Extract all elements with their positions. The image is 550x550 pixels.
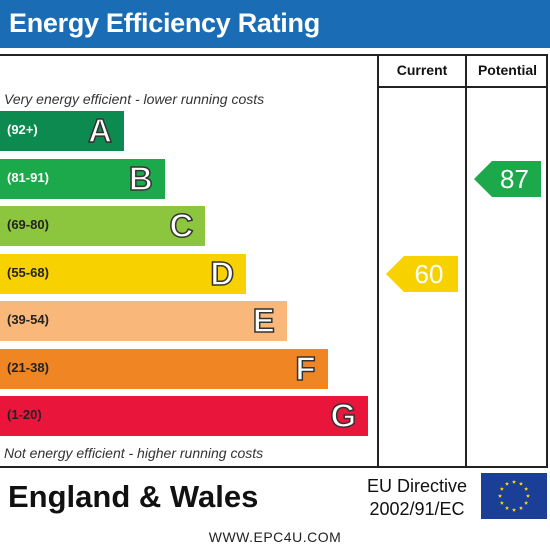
band-range-label: (69-80): [7, 217, 49, 232]
eu-flag-icon: [481, 473, 547, 519]
eu-star: [524, 500, 529, 505]
column-header-potential: Potential: [477, 62, 538, 78]
header-bar: Energy Efficiency Rating: [0, 0, 550, 48]
directive-line-2: 2002/91/EC: [369, 499, 465, 519]
band-f: (21-38) F: [0, 348, 328, 389]
column-header-current: Current: [396, 62, 448, 78]
band-letter: A: [87, 111, 112, 150]
eu-star: [504, 481, 510, 486]
band-e: (39-54) E: [0, 301, 287, 341]
eu-star: [497, 493, 503, 498]
band-g: (1-20) G: [0, 396, 369, 436]
band-letter: F: [295, 349, 317, 388]
arrow-value-current: 60: [414, 258, 444, 289]
band-range-label: (55-68): [7, 264, 49, 280]
band-c: (69-80) C: [0, 206, 206, 246]
page-title: Energy Efficiency Rating: [9, 8, 320, 38]
band-range-label: (21-38): [7, 359, 49, 375]
arrow-shape-current: [386, 255, 458, 292]
footer-url: WWW.EPC4U.COM: [208, 529, 342, 545]
directive-line-1: EU Directive: [366, 476, 468, 496]
band-letter: G: [330, 396, 357, 435]
arrow-potential: [474, 160, 541, 197]
eu-star: [499, 486, 504, 491]
band-letter: D: [210, 254, 235, 293]
band-a: (92+) A: [0, 111, 124, 151]
note-efficient: Very energy efficient - lower running co…: [4, 91, 265, 107]
eu-star: [525, 493, 531, 498]
arrow-current: [386, 255, 458, 292]
eu-star: [504, 505, 510, 510]
band-letter: B: [128, 159, 153, 198]
arrow-shape-potential: [474, 160, 541, 197]
footer-country: England & Wales: [8, 479, 259, 514]
band-d: (55-68) D: [0, 253, 247, 294]
arrow-value-potential: 87: [500, 163, 529, 194]
eu-star: [524, 486, 529, 491]
note-inefficient: Not energy efficient - higher running co…: [4, 445, 264, 461]
band-range-label: (39-54): [7, 312, 49, 327]
rating-frame: [0, 54, 548, 468]
divider-current: [377, 54, 379, 468]
band-range-label: (1-20): [7, 407, 42, 422]
band-b: (81-91) B: [0, 158, 165, 199]
footer-directive: EU Directive 2002/91/EC: [362, 475, 472, 521]
eu-star: [518, 505, 524, 510]
band-letter: E: [252, 301, 276, 340]
eu-star: [511, 479, 517, 484]
eu-star: [499, 500, 504, 505]
band-range-label: (81-91): [7, 169, 49, 185]
eu-star: [518, 481, 524, 486]
band-letter: C: [169, 206, 194, 245]
band-range-label: (92+): [7, 122, 38, 137]
header-underline: [377, 86, 548, 88]
divider-potential: [465, 54, 467, 468]
eu-star: [511, 507, 517, 512]
